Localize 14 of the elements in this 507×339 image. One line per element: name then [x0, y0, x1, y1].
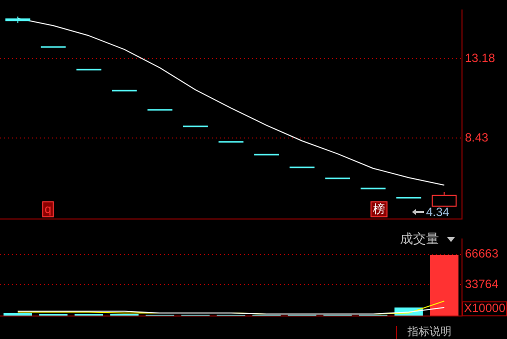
candlestick	[432, 191, 457, 207]
y-tick-label: 8.43	[465, 130, 489, 145]
bar	[430, 254, 458, 316]
annotation: 4.34	[426, 205, 450, 219]
annotation: q	[44, 202, 52, 216]
y-tick-label: 66663	[465, 246, 499, 261]
text: 指标说明	[396, 326, 462, 339]
candlestick	[5, 16, 30, 24]
y-tick-label: 13.18	[465, 50, 496, 65]
y-axis-title: X10000	[464, 301, 506, 316]
annotation: 榜	[373, 202, 385, 216]
chart-title: 成交量	[400, 230, 439, 248]
y-tick-label: 33764	[465, 276, 499, 291]
bar	[4, 313, 32, 316]
